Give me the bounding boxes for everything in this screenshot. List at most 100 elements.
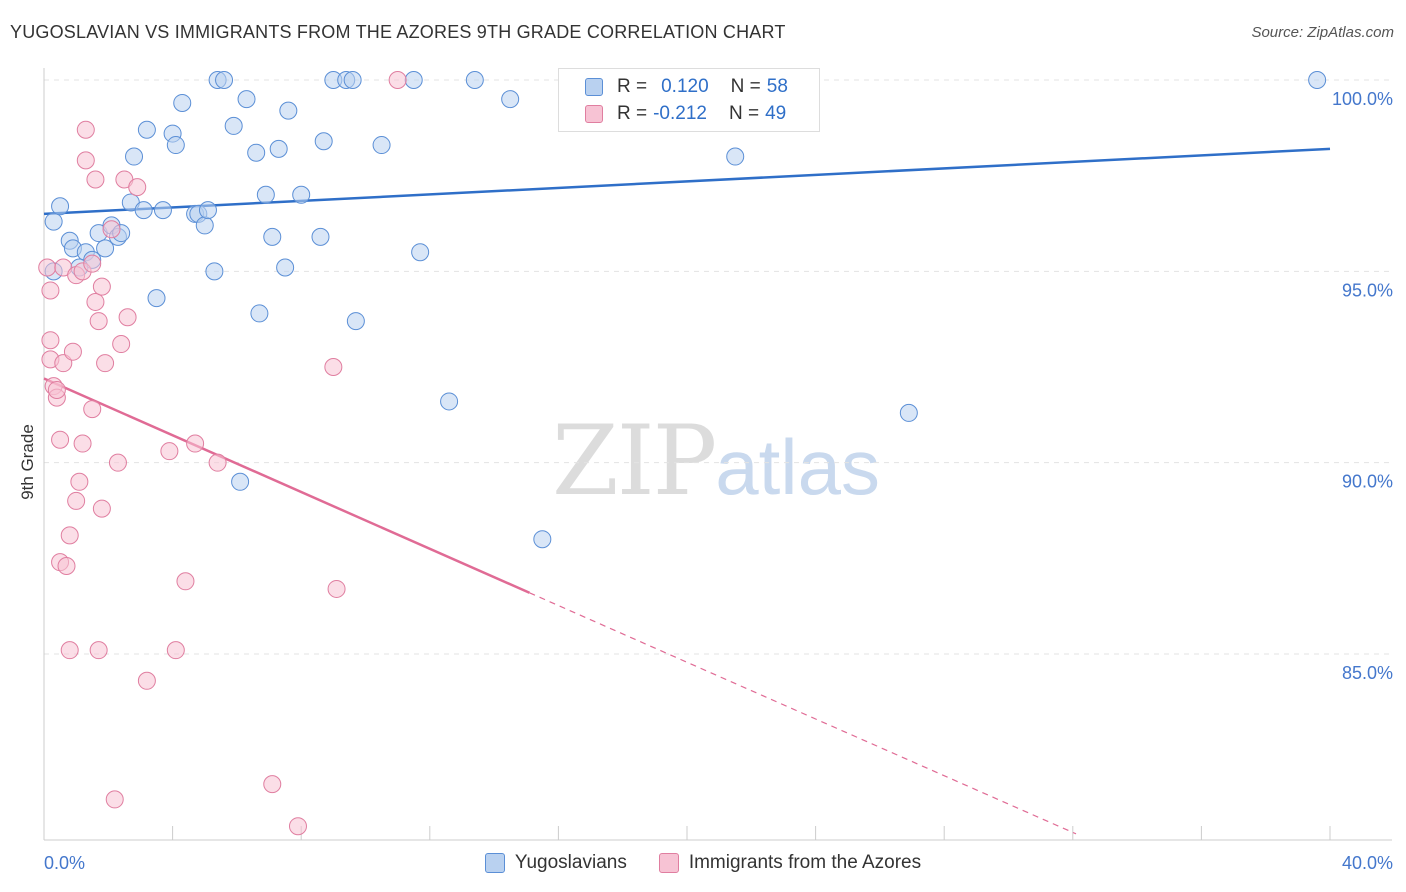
y-tick-label: 85.0% <box>1342 663 1393 683</box>
point-azores <box>102 220 121 239</box>
y-tick-label: 90.0% <box>1342 472 1393 492</box>
point-yugoslavian <box>137 120 156 139</box>
point-azores <box>263 775 282 794</box>
legend-r-label: R = <box>617 103 648 124</box>
point-yugoslavian <box>1308 71 1327 89</box>
y-tick-label: 100.0% <box>1332 89 1393 109</box>
point-azores <box>60 641 79 660</box>
point-azores <box>41 331 60 350</box>
point-yugoslavian <box>269 139 288 158</box>
point-azores <box>186 434 205 453</box>
point-yugoslavian <box>51 197 70 216</box>
point-yugoslavian <box>205 262 224 281</box>
point-azores <box>166 641 185 660</box>
point-yugoslavian <box>247 143 266 162</box>
point-azores <box>89 312 108 331</box>
point-yugoslavian <box>263 227 282 246</box>
point-yugoslavian <box>343 71 362 89</box>
point-azores <box>57 556 76 575</box>
point-azores <box>160 442 179 461</box>
point-azores <box>70 472 89 491</box>
stats-legend: R = 0.120 N = 58 R = -0.212 N = 49 <box>558 68 820 132</box>
point-azores <box>60 526 79 545</box>
point-yugoslavian <box>533 530 552 549</box>
source-label: Source: ZipAtlas.com <box>1251 24 1394 41</box>
point-yugoslavian <box>346 312 365 331</box>
legend-label: Yugoslavians <box>514 852 627 873</box>
legend-row-azores: R = -0.212 N = 49 <box>585 101 786 127</box>
trend-lines <box>43 147 1331 835</box>
point-yugoslavian <box>372 136 391 155</box>
point-azores <box>63 342 82 361</box>
point-yugoslavian <box>256 185 275 204</box>
point-yugoslavian <box>44 212 63 231</box>
point-azores <box>54 354 73 373</box>
point-yugoslavian <box>147 289 166 308</box>
point-azores <box>47 380 66 399</box>
point-azores <box>324 358 343 376</box>
point-yugoslavian <box>279 101 298 120</box>
axes <box>43 68 1392 841</box>
point-yugoslavian <box>314 132 333 151</box>
legend-swatch-pink <box>658 853 679 873</box>
point-azores <box>327 579 346 598</box>
point-azores <box>137 671 156 690</box>
point-yugoslavian <box>215 71 234 89</box>
point-yugoslavian <box>501 90 520 109</box>
legend-swatch-blue <box>585 78 603 96</box>
point-yugoslavian <box>465 71 484 89</box>
y-tick-label: 95.0% <box>1342 280 1393 300</box>
trend-line-yugoslavians <box>43 147 1331 216</box>
point-azores <box>128 178 147 197</box>
point-azores <box>288 817 307 836</box>
data-points <box>38 71 1327 836</box>
legend-label: Immigrants from the Azores <box>688 852 922 873</box>
x-tick-label: 0.0% <box>44 853 85 873</box>
point-azores <box>118 308 137 327</box>
tick-labels: 85.0% 90.0% 95.0% 100.0% 0.0% 40.0% <box>44 89 1393 873</box>
legend-n-value: 49 <box>765 103 787 124</box>
legend-r-value: -0.212 <box>653 103 707 124</box>
legend-swatch-pink <box>585 105 603 123</box>
point-yugoslavian <box>224 116 243 135</box>
point-yugoslavian <box>96 239 115 258</box>
point-azores <box>105 790 124 809</box>
legend-r-label: R = <box>617 76 648 97</box>
series-legend: Yugoslavians Immigrants from the Azores <box>0 852 1406 874</box>
point-azores <box>86 292 105 311</box>
point-azores <box>89 641 108 660</box>
point-yugoslavian <box>173 93 192 112</box>
point-yugoslavian <box>153 201 172 220</box>
legend-n-label: N = <box>730 76 761 97</box>
trend-line-azores <box>43 377 530 594</box>
legend-r-value: 0.120 <box>661 76 709 97</box>
point-azores <box>92 277 111 296</box>
point-azores <box>112 335 131 354</box>
point-yugoslavian <box>292 185 311 204</box>
legend-swatch-blue <box>484 853 505 873</box>
point-azores <box>208 453 227 472</box>
point-yugoslavian <box>899 403 918 422</box>
point-yugoslavian <box>276 258 295 277</box>
point-azores <box>76 120 95 139</box>
point-yugoslavian <box>726 147 745 166</box>
point-azores <box>83 254 102 273</box>
point-azores <box>76 151 95 170</box>
point-azores <box>41 281 60 300</box>
chart-title: YUGOSLAVIAN VS IMMIGRANTS FROM THE AZORE… <box>10 22 786 42</box>
point-azores <box>83 400 102 419</box>
watermark-atlas: atlas <box>715 423 880 511</box>
point-azores <box>73 434 92 453</box>
point-azores <box>92 499 111 518</box>
point-yugoslavian <box>195 216 214 235</box>
legend-item-azores: Immigrants from the Azores <box>658 852 922 874</box>
point-yugoslavian <box>198 201 217 220</box>
watermark: ZIPatlas <box>552 405 880 517</box>
trend-line-azores-extrapolated <box>529 592 1077 835</box>
point-yugoslavian <box>231 472 250 491</box>
x-tick-label: 40.0% <box>1342 853 1393 873</box>
point-yugoslavian <box>237 90 256 109</box>
point-yugoslavian <box>250 304 269 323</box>
grid-lines <box>44 79 1392 655</box>
legend-n-label: N = <box>728 103 760 124</box>
